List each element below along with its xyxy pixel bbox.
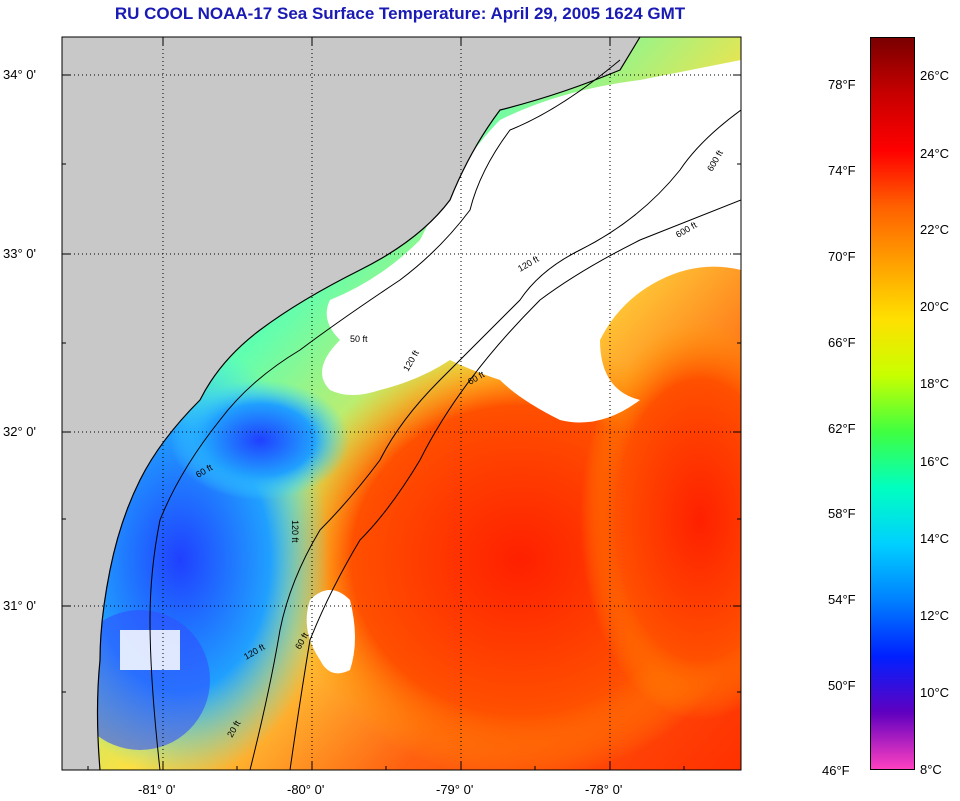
lat-label: 34° 0' — [3, 67, 36, 82]
tick-marks — [62, 37, 741, 770]
contour-label: 120 ft — [290, 520, 300, 543]
colorbar-f-label: 58°F — [828, 506, 856, 521]
contour-label: 50 ft — [350, 334, 368, 344]
colorbar-f-label: 74°F — [828, 163, 856, 178]
colorbar-c-label: 10°C — [920, 685, 950, 700]
colorbar-c-label: 20°C — [920, 299, 950, 314]
colorbar-c-label: 18°C — [920, 376, 950, 391]
colorbar-c-label: 12°C — [920, 608, 950, 623]
colorbar-f-label: 62°F — [828, 421, 856, 436]
colorbar-f-label: 70°F — [828, 249, 856, 264]
colorbar-f-label: 50°F — [828, 678, 856, 693]
lon-label: -80° 0' — [287, 782, 325, 797]
cloud-area — [322, 60, 741, 423]
coastline — [96, 37, 641, 770]
colorbar-c-label: 24°C — [920, 146, 950, 161]
lon-label: -81° 0' — [138, 782, 176, 797]
colorbar-c-label: 16°C — [920, 454, 950, 469]
colorbar-f-label: 66°F — [828, 335, 856, 350]
lat-label: 31° 0' — [3, 598, 36, 613]
lon-label: -78° 0' — [585, 782, 623, 797]
colorbar-f-label: 78°F — [828, 77, 856, 92]
colorbar-c-label: 8°C — [920, 762, 942, 777]
colorbar-c-label: 26°C — [920, 68, 950, 83]
colorbar-c-label: 14°C — [920, 531, 950, 546]
lon-label: -79° 0' — [436, 782, 474, 797]
colorbar-c-label: 22°C — [920, 222, 950, 237]
map-frame — [61, 36, 742, 771]
colorbar-f-label: 46°F — [822, 763, 850, 778]
map-title: RU COOL NOAA-17 Sea Surface Temperature:… — [114, 4, 686, 23]
temperature-colorbar — [870, 37, 915, 770]
bathymetry-contours — [149, 59, 741, 770]
land-area — [62, 37, 640, 770]
colorbar-f-label: 54°F — [828, 592, 856, 607]
lat-label: 32° 0' — [3, 424, 36, 439]
lat-label: 33° 0' — [3, 246, 36, 261]
